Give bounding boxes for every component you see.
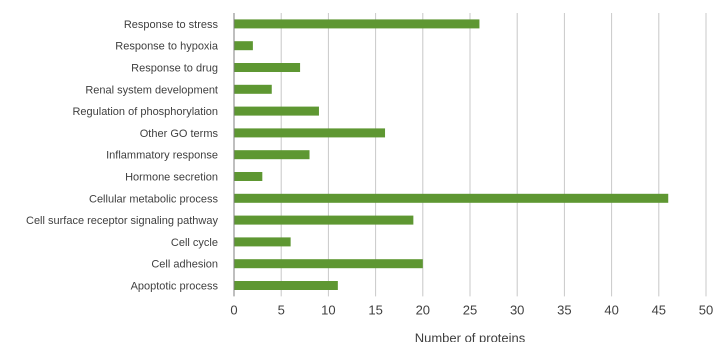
category-label: Renal system development [85, 84, 218, 96]
bar-cell-surface-receptor-signaling-pathway [234, 215, 414, 225]
bar-response-to-drug [234, 63, 301, 72]
x-tick-labels: 0 5 10 15 20 25 30 35 40 45 50 [230, 302, 713, 317]
x-axis-title: Number of proteins [415, 330, 526, 342]
category-label: Response to stress [124, 19, 219, 31]
category-label: Hormone secretion [125, 172, 218, 184]
x-tick-label-50: 50 [699, 302, 713, 317]
x-tick-label-5: 5 [278, 302, 285, 317]
category-label: Cell cycle [171, 237, 218, 249]
category-label: Cell surface receptor signaling pathway [26, 215, 218, 227]
x-tick-label-10: 10 [321, 302, 335, 317]
bar-renal-system-development [234, 84, 272, 94]
bar-other-go-terms [234, 128, 386, 138]
bars [234, 19, 669, 290]
bar-response-to-hypoxia [234, 41, 253, 51]
x-tick-label-0: 0 [230, 302, 237, 317]
x-tick-label-20: 20 [416, 302, 430, 317]
x-tick-label-25: 25 [463, 302, 477, 317]
x-tick-label-15: 15 [368, 302, 382, 317]
category-label: Apoptotic process [131, 281, 219, 293]
bar-cell-cycle [234, 237, 291, 247]
category-label: Inflammatory response [106, 150, 218, 162]
x-tick-label-40: 40 [604, 302, 618, 317]
category-label: Response to hypoxia [115, 41, 219, 53]
category-label: Cellular metabolic process [89, 193, 218, 205]
bar-inflammatory-response [234, 150, 310, 160]
x-tick-label-45: 45 [652, 302, 666, 317]
grid-lines [280, 13, 707, 297]
bar-cellular-metabolic-process [234, 193, 669, 203]
x-tick-label-30: 30 [510, 302, 524, 317]
bar-apoptotic-process [234, 281, 338, 290]
category-label: Cell adhesion [151, 259, 218, 271]
bar-response-to-stress [234, 19, 480, 29]
bar-regulation-of-phosphorylation [234, 106, 319, 116]
category-labels: Response to stress Response to hypoxia Res… [26, 19, 219, 293]
x-tick-label-35: 35 [557, 302, 571, 317]
category-label: Response to drug [131, 63, 218, 75]
category-label: Other GO terms [140, 128, 219, 140]
category-label: Regulation of phosphorylation [72, 106, 218, 118]
bar-cell-adhesion [234, 259, 423, 269]
bar-hormone-secretion [234, 172, 263, 181]
